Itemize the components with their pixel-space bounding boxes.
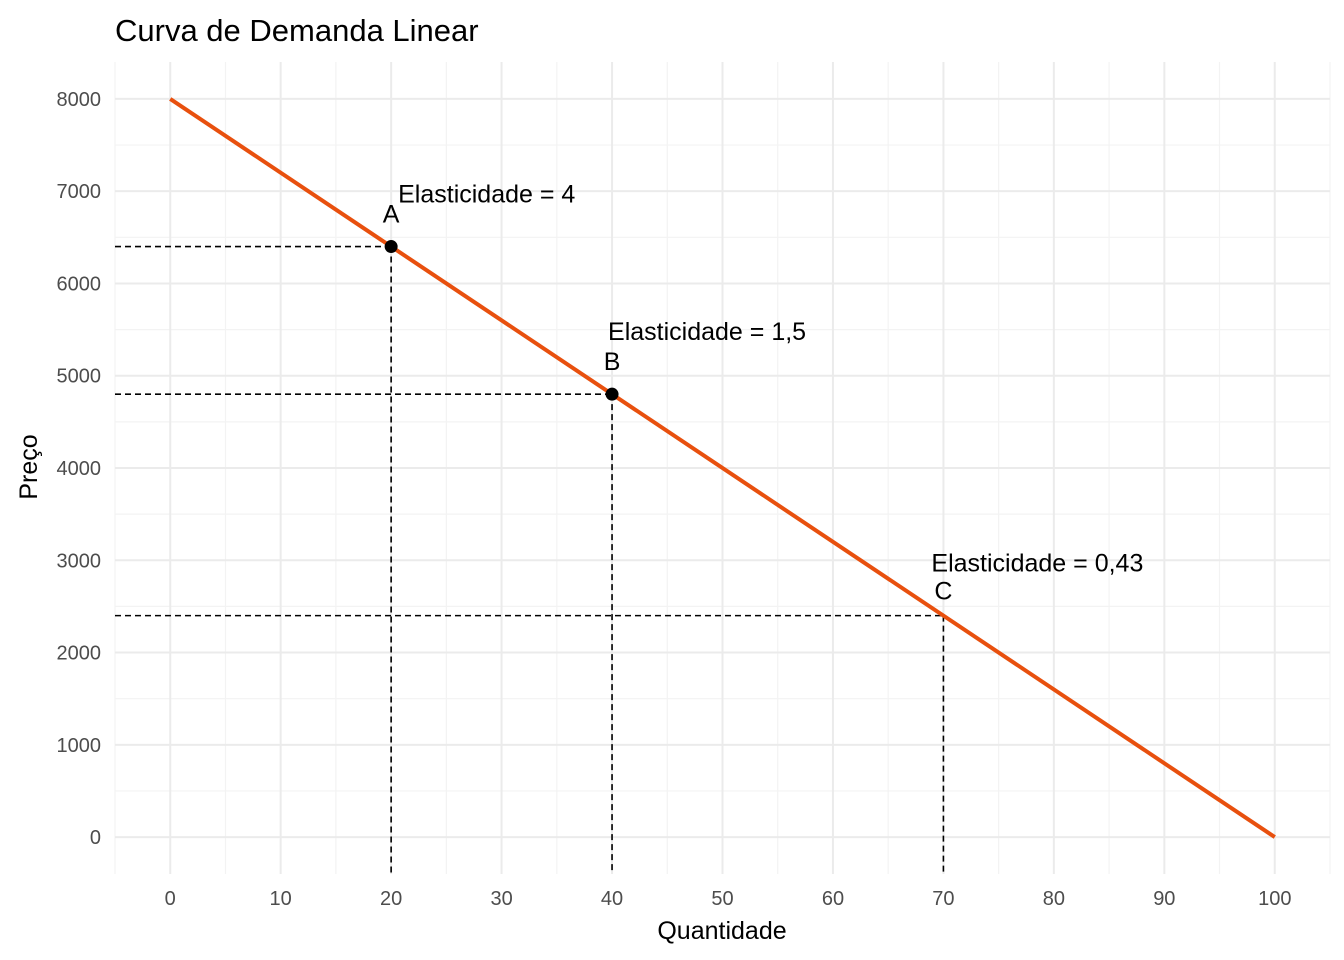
chart-title: Curva de Demanda Linear	[115, 13, 479, 48]
x-tick-label: 30	[490, 888, 512, 910]
x-axis-ticks: 0 10 20 30 40 50 60 70 80 90 100	[165, 888, 1292, 910]
x-tick-label: 40	[601, 888, 623, 910]
x-tick-label: 60	[822, 888, 844, 910]
point-marker-B	[605, 387, 619, 401]
series-layer	[169, 97, 1276, 839]
y-tick-label: 8000	[57, 89, 102, 111]
x-tick-label: 20	[380, 888, 402, 910]
x-axis-title: Quantidade	[657, 917, 786, 945]
y-tick-label: 1000	[57, 735, 102, 757]
demand-line	[169, 97, 1276, 839]
elasticity-annotation-C: Elasticidade = 0,43	[931, 550, 1143, 578]
x-tick-label: 70	[932, 888, 954, 910]
elasticity-annotation-B: Elasticidade = 1,5	[608, 318, 806, 346]
guide-lines	[115, 245, 945, 874]
point-label-B: B	[604, 348, 621, 376]
y-tick-label: 3000	[57, 550, 102, 572]
y-tick-label: 4000	[57, 458, 102, 480]
y-axis-ticks: 0 1000 2000 3000 4000 5000 6000 7000 8000	[57, 89, 102, 849]
x-tick-label: 0	[165, 888, 176, 910]
point-marker-A	[384, 240, 398, 254]
y-tick-label: 6000	[57, 273, 102, 295]
x-tick-label: 50	[711, 888, 733, 910]
y-tick-label: 5000	[57, 366, 102, 388]
elasticity-annotation-A: Elasticidade = 4	[398, 181, 575, 209]
point-label-C: C	[934, 578, 952, 606]
y-tick-label: 0	[90, 827, 101, 849]
y-axis-title: Preço	[15, 434, 43, 499]
x-tick-label: 10	[270, 888, 292, 910]
x-tick-label: 100	[1258, 888, 1291, 910]
point-label-A: A	[383, 201, 400, 229]
x-tick-label: 90	[1153, 888, 1175, 910]
y-tick-label: 2000	[57, 643, 102, 665]
x-tick-label: 80	[1043, 888, 1065, 910]
y-tick-label: 7000	[57, 181, 102, 203]
